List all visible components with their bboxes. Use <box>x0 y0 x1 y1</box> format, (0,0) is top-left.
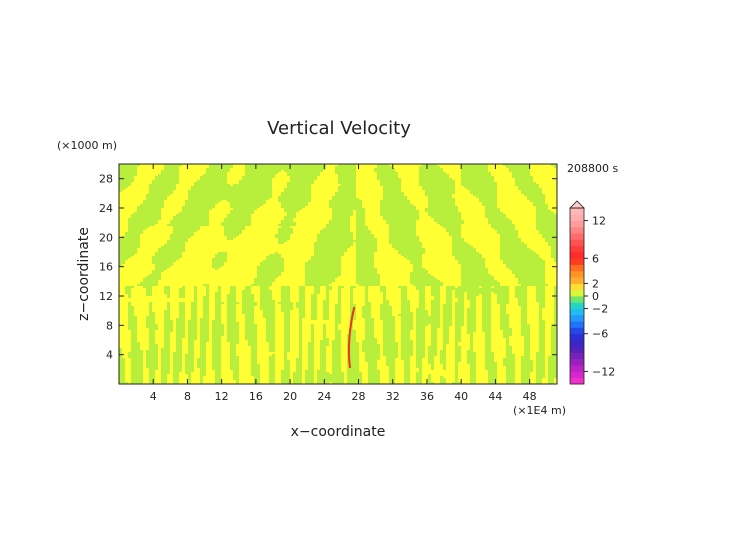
y-tick-label: 28 <box>99 173 113 186</box>
colorbar-segment <box>570 252 584 259</box>
colorbar-segment <box>570 283 584 291</box>
y-tick-label: 24 <box>99 202 113 215</box>
colorbar-segment <box>570 314 584 322</box>
colorbar-segment <box>570 214 584 221</box>
colorbar-segment <box>570 270 584 278</box>
colorbar: 12 6 20−2 −6 −12 <box>569 200 615 385</box>
x-tick-label: 8 <box>184 390 191 403</box>
colorbar-segment <box>570 289 584 297</box>
colorbar-tick-label: −12 <box>592 365 615 378</box>
colorbar-segment <box>570 239 584 247</box>
x-tick-label: 16 <box>249 390 263 403</box>
chart-title: Vertical Velocity <box>267 118 411 139</box>
colorbar-segment <box>570 208 584 215</box>
colorbar-segment <box>570 220 584 228</box>
x-tick-label: 4 <box>150 390 157 403</box>
colorbar-extend-arrow <box>569 200 585 209</box>
updraft-band-pattern <box>119 164 557 384</box>
colorbar-segment <box>570 264 584 272</box>
colorbar-segment <box>570 365 584 372</box>
colorbar-tick-label: 12 <box>592 215 606 228</box>
colorbar-segment <box>570 352 584 360</box>
x-tick-label: 20 <box>283 390 297 403</box>
colorbar-segment <box>570 346 584 353</box>
x-tick-label: 48 <box>523 390 537 403</box>
y-axis-label: z−coordinate <box>76 227 92 321</box>
x-tick-label: 40 <box>454 390 468 403</box>
colorbar-tick-label: 6 <box>592 252 599 265</box>
y-unit-label: (×1000 m) <box>57 139 117 152</box>
y-tick-label: 8 <box>106 319 113 332</box>
colorbar-segment <box>570 258 584 265</box>
x-tick-label: 12 <box>215 390 229 403</box>
y-tick-label: 4 <box>106 349 113 362</box>
colorbar-segment <box>570 226 584 234</box>
colorbar-segment <box>570 340 584 347</box>
x-unit-label: (×1E4 m) <box>513 404 566 417</box>
plot-frame <box>118 163 558 385</box>
x-tick-label: 32 <box>386 390 400 403</box>
colorbar-segment <box>570 277 584 284</box>
colorbar-segment <box>570 321 584 328</box>
colorbar-segment <box>570 333 584 341</box>
colorbar-tick-label: 0 <box>592 290 599 303</box>
colorbar-segment <box>570 233 584 240</box>
colorbar-segment <box>570 371 584 379</box>
x-axis-label: x−coordinate <box>291 424 386 440</box>
x-tick-label: 28 <box>352 390 366 403</box>
x-tick-label: 44 <box>488 390 502 403</box>
colorbar-segment <box>570 308 584 316</box>
colorbar-segment <box>570 327 584 335</box>
colorbar-segment <box>570 302 584 309</box>
x-tick-label: 24 <box>317 390 331 403</box>
colorbar-segment <box>570 296 584 303</box>
colorbar-segment <box>570 358 584 366</box>
colorbar-tick-label: 2 <box>592 277 599 290</box>
colorbar-segment <box>570 245 584 253</box>
updraft-core-line <box>347 306 356 368</box>
velocity-field <box>119 164 557 384</box>
colorbar-tick-label: −6 <box>592 328 608 341</box>
colorbar-tick-label: −2 <box>592 303 608 316</box>
y-tick-label: 12 <box>99 290 113 303</box>
y-tick-label: 20 <box>99 231 113 244</box>
time-label: 208800 s <box>567 162 618 175</box>
x-tick-label: 36 <box>420 390 434 403</box>
colorbar-segment <box>570 377 584 385</box>
y-tick-label: 16 <box>99 261 113 274</box>
